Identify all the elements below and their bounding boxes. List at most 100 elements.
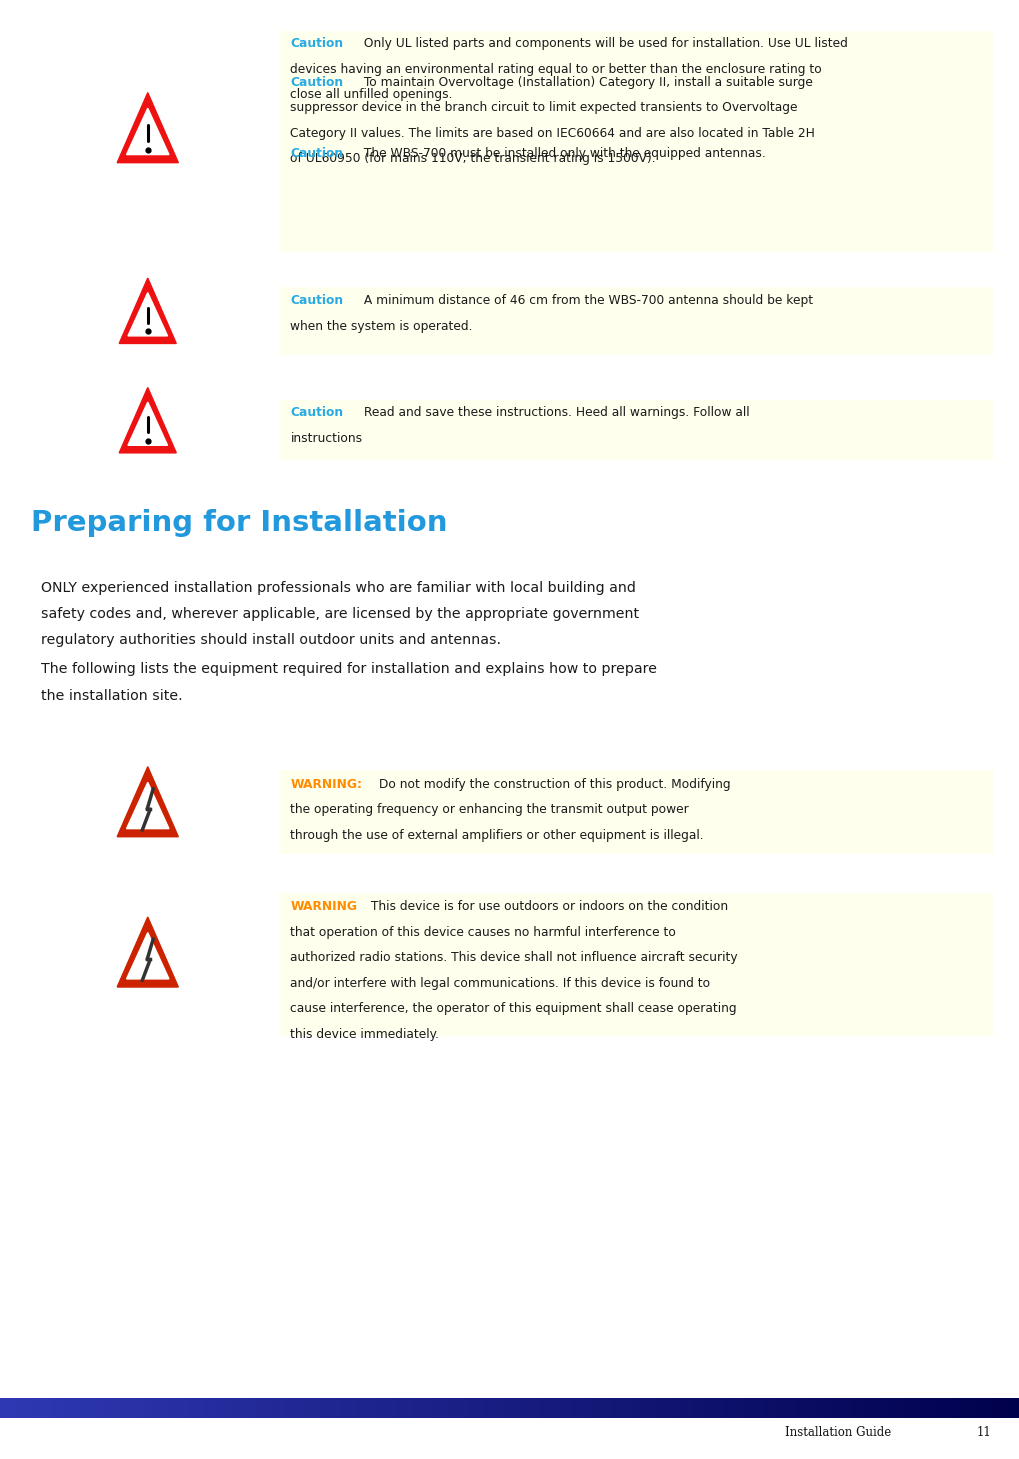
Polygon shape <box>117 916 178 986</box>
Bar <box>234 1398 240 1418</box>
Bar <box>662 1398 668 1418</box>
Bar <box>0 1398 6 1418</box>
Bar <box>15 1398 21 1418</box>
Bar <box>387 1398 393 1418</box>
Text: Installation Guide: Installation Guide <box>785 1427 891 1439</box>
Bar <box>545 1398 551 1418</box>
Bar <box>846 1398 852 1418</box>
Bar <box>892 1398 898 1418</box>
Bar <box>774 1398 781 1418</box>
Bar <box>280 770 994 854</box>
Text: Only UL listed parts and components will be used for installation. Use UL listed: Only UL listed parts and components will… <box>360 36 848 50</box>
Text: instructions: instructions <box>290 432 363 445</box>
Bar <box>326 1398 332 1418</box>
Bar <box>718 1398 725 1418</box>
Bar <box>112 1398 118 1418</box>
Bar <box>76 1398 83 1418</box>
Bar <box>769 1398 775 1418</box>
Bar <box>586 1398 592 1418</box>
Bar <box>178 1398 184 1418</box>
Bar <box>922 1398 928 1418</box>
Bar <box>138 1398 144 1418</box>
Text: This device is for use outdoors or indoors on the condition: This device is for use outdoors or indoo… <box>367 900 728 913</box>
Bar <box>734 1398 740 1418</box>
Polygon shape <box>128 293 167 336</box>
Bar <box>377 1398 383 1418</box>
Text: A minimum distance of 46 cm from the WBS-700 antenna should be kept: A minimum distance of 46 cm from the WBS… <box>360 293 813 306</box>
Bar <box>535 1398 541 1418</box>
Bar <box>448 1398 454 1418</box>
Bar <box>229 1398 235 1418</box>
Bar <box>708 1398 714 1418</box>
Bar <box>46 1398 52 1418</box>
Bar <box>469 1398 475 1418</box>
Bar <box>25 1398 32 1418</box>
Bar <box>881 1398 888 1418</box>
Bar <box>10 1398 16 1418</box>
Bar <box>667 1398 674 1418</box>
Bar <box>168 1398 174 1418</box>
Bar <box>510 1398 516 1418</box>
Bar <box>290 1398 297 1418</box>
Bar <box>673 1398 679 1418</box>
Text: WARNING:: WARNING: <box>290 778 363 791</box>
Bar <box>830 1398 837 1418</box>
Bar <box>836 1398 842 1418</box>
Bar <box>698 1398 704 1418</box>
Bar <box>902 1398 908 1418</box>
Bar <box>907 1398 913 1418</box>
Bar <box>515 1398 521 1418</box>
Text: of UL60950 (for mains 110V, the transient rating is 1500V).: of UL60950 (for mains 110V, the transien… <box>290 152 656 165</box>
Bar <box>56 1398 62 1418</box>
Bar <box>331 1398 337 1418</box>
Bar <box>591 1398 597 1418</box>
Bar <box>183 1398 190 1418</box>
Bar <box>301 1398 307 1418</box>
Bar <box>815 1398 821 1418</box>
Bar <box>596 1398 602 1418</box>
Bar <box>749 1398 755 1418</box>
Bar <box>994 1398 1000 1418</box>
Text: 11: 11 <box>976 1427 990 1439</box>
Bar <box>209 1398 215 1418</box>
Bar <box>158 1398 164 1418</box>
Text: devices having an environmental rating equal to or better than the enclosure rat: devices having an environmental rating e… <box>290 63 822 76</box>
Bar <box>423 1398 429 1418</box>
Bar <box>744 1398 750 1418</box>
Bar <box>306 1398 312 1418</box>
Bar <box>280 400 994 460</box>
Bar <box>856 1398 862 1418</box>
Bar <box>382 1398 388 1418</box>
Bar <box>285 1398 291 1418</box>
Bar <box>958 1398 964 1418</box>
Bar <box>408 1398 414 1418</box>
Bar <box>800 1398 806 1418</box>
Bar <box>107 1398 113 1418</box>
Bar <box>453 1398 460 1418</box>
Bar <box>795 1398 801 1418</box>
Bar <box>622 1398 628 1418</box>
Bar <box>66 1398 72 1418</box>
Bar <box>606 1398 612 1418</box>
Bar <box>1009 1398 1015 1418</box>
Bar <box>571 1398 577 1418</box>
Bar <box>805 1398 811 1418</box>
Bar <box>352 1398 358 1418</box>
Bar <box>367 1398 373 1418</box>
Text: WARNING: WARNING <box>290 900 358 913</box>
Bar <box>474 1398 480 1418</box>
Polygon shape <box>119 388 176 452</box>
Bar <box>5 1398 11 1418</box>
Bar <box>239 1398 246 1418</box>
Text: To maintain Overvoltage (Installation) Category II, install a suitable surge: To maintain Overvoltage (Installation) C… <box>360 76 812 89</box>
Bar <box>780 1398 786 1418</box>
Bar <box>1014 1398 1019 1418</box>
Text: and/or interfere with legal communications. If this device is found to: and/or interfere with legal communicatio… <box>290 978 710 989</box>
Bar <box>968 1398 974 1418</box>
Bar <box>688 1398 694 1418</box>
Bar <box>937 1398 944 1418</box>
Text: Category II values. The limits are based on IEC60664 and are also located in Tab: Category II values. The limits are based… <box>290 127 815 140</box>
Bar <box>825 1398 832 1418</box>
Bar <box>647 1398 653 1418</box>
Bar <box>810 1398 816 1418</box>
